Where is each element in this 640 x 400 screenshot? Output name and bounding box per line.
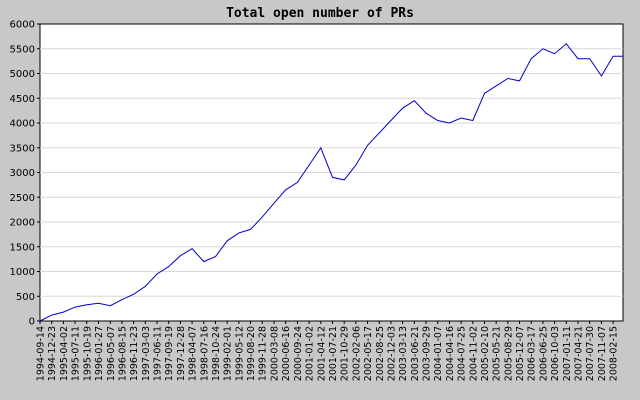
x-tick-label: 2000-09-24 xyxy=(293,326,304,381)
y-tick-label: 6000 xyxy=(10,20,35,31)
x-tick-label: 2000-06-16 xyxy=(281,326,292,381)
x-tick-label: 2003-06-21 xyxy=(410,326,421,381)
y-tick-label: 4500 xyxy=(10,94,35,105)
x-tick-label: 1999-08-20 xyxy=(246,326,257,381)
x-tick-label: 2001-01-02 xyxy=(305,326,316,381)
chart-title: Total open number of PRs xyxy=(226,6,414,21)
x-tick-label: 2007-01-11 xyxy=(562,326,573,381)
y-tick-label: 0 xyxy=(29,317,35,328)
x-tick-label: 2006-10-03 xyxy=(550,326,561,381)
x-axis: 1994-09-14 1994-12-23 1995-04-02 1995-07-11… xyxy=(36,321,620,381)
x-tick-label: 2001-07-21 xyxy=(328,326,339,381)
y-tick-label: 2500 xyxy=(10,193,35,204)
x-tick-label: 2005-12-07 xyxy=(515,326,526,381)
x-tick-label: 2007-07-30 xyxy=(585,326,596,381)
x-tick-label: 1995-04-02 xyxy=(59,326,70,381)
y-tick-label: 1500 xyxy=(10,242,35,253)
x-tick-label: 1998-07-16 xyxy=(199,326,210,381)
gridlines xyxy=(40,48,623,297)
x-tick-label: 2008-02-15 xyxy=(609,326,620,381)
y-tick-label: 3500 xyxy=(10,143,35,154)
x-tick-label: 2000-03-08 xyxy=(270,326,281,381)
x-tick-label: 2004-01-07 xyxy=(433,326,444,381)
y-tick-label: 5000 xyxy=(10,69,35,80)
y-tick-label: 1000 xyxy=(10,267,35,278)
x-tick-label: 1997-09-19 xyxy=(164,326,175,381)
x-tick-label: 2004-11-02 xyxy=(468,326,479,381)
x-tick-label: 1999-02-01 xyxy=(223,326,234,381)
x-tick-label: 2001-04-12 xyxy=(316,326,327,381)
y-tick-label: 4000 xyxy=(10,119,35,130)
x-tick-label: 1994-12-23 xyxy=(47,326,58,381)
y-tick-label: 3000 xyxy=(10,168,35,179)
y-tick-label: 2000 xyxy=(10,218,35,229)
y-axis: 0 500 1000 1500 2000 2500 3000 3500 4000 4500 5000… xyxy=(10,20,40,328)
x-tick-label: 2006-03-17 xyxy=(527,326,538,381)
x-tick-label: 2005-08-29 xyxy=(503,326,514,381)
x-tick-label: 2003-03-13 xyxy=(398,326,409,381)
x-tick-label: 1996-01-27 xyxy=(94,326,105,381)
x-tick-label: 1996-08-15 xyxy=(117,326,128,381)
x-tick-label: 1998-04-07 xyxy=(188,326,199,381)
x-tick-label: 2006-06-25 xyxy=(538,326,549,381)
y-tick-label: 5500 xyxy=(10,44,35,55)
x-tick-label: 2002-02-06 xyxy=(351,326,362,381)
x-tick-label: 2007-11-07 xyxy=(597,326,608,381)
x-tick-label: 1996-05-07 xyxy=(106,326,117,381)
x-tick-label: 1995-10-19 xyxy=(82,326,93,381)
x-tick-label: 2002-05-17 xyxy=(363,326,374,381)
x-tick-label: 1997-06-11 xyxy=(153,326,164,381)
x-tick-label: 2005-05-21 xyxy=(492,326,503,381)
series-line xyxy=(39,43,623,322)
x-tick-label: 1998-10-24 xyxy=(211,326,222,381)
x-tick-label: 2002-12-03 xyxy=(386,326,397,381)
x-tick-label: 1996-11-23 xyxy=(129,326,140,381)
x-tick-label: 2002-08-25 xyxy=(375,326,386,381)
x-tick-label: 1999-05-12 xyxy=(234,326,245,381)
x-tick-label: 1997-03-03 xyxy=(141,326,152,381)
x-tick-label: 2003-09-29 xyxy=(422,326,433,381)
x-tick-label: 2001-10-29 xyxy=(340,326,351,381)
x-tick-label: 2007-04-21 xyxy=(573,326,584,381)
x-tick-label: 1999-11-28 xyxy=(258,326,269,381)
x-tick-label: 1997-12-28 xyxy=(176,326,187,381)
x-tick-label: 2004-07-25 xyxy=(457,326,468,381)
x-tick-label: 1994-09-14 xyxy=(36,326,47,381)
y-tick-label: 500 xyxy=(16,292,35,303)
x-tick-label: 1995-07-11 xyxy=(71,326,82,381)
x-tick-label: 2004-04-16 xyxy=(445,326,456,381)
x-tick-label: 2005-02-10 xyxy=(480,326,491,381)
